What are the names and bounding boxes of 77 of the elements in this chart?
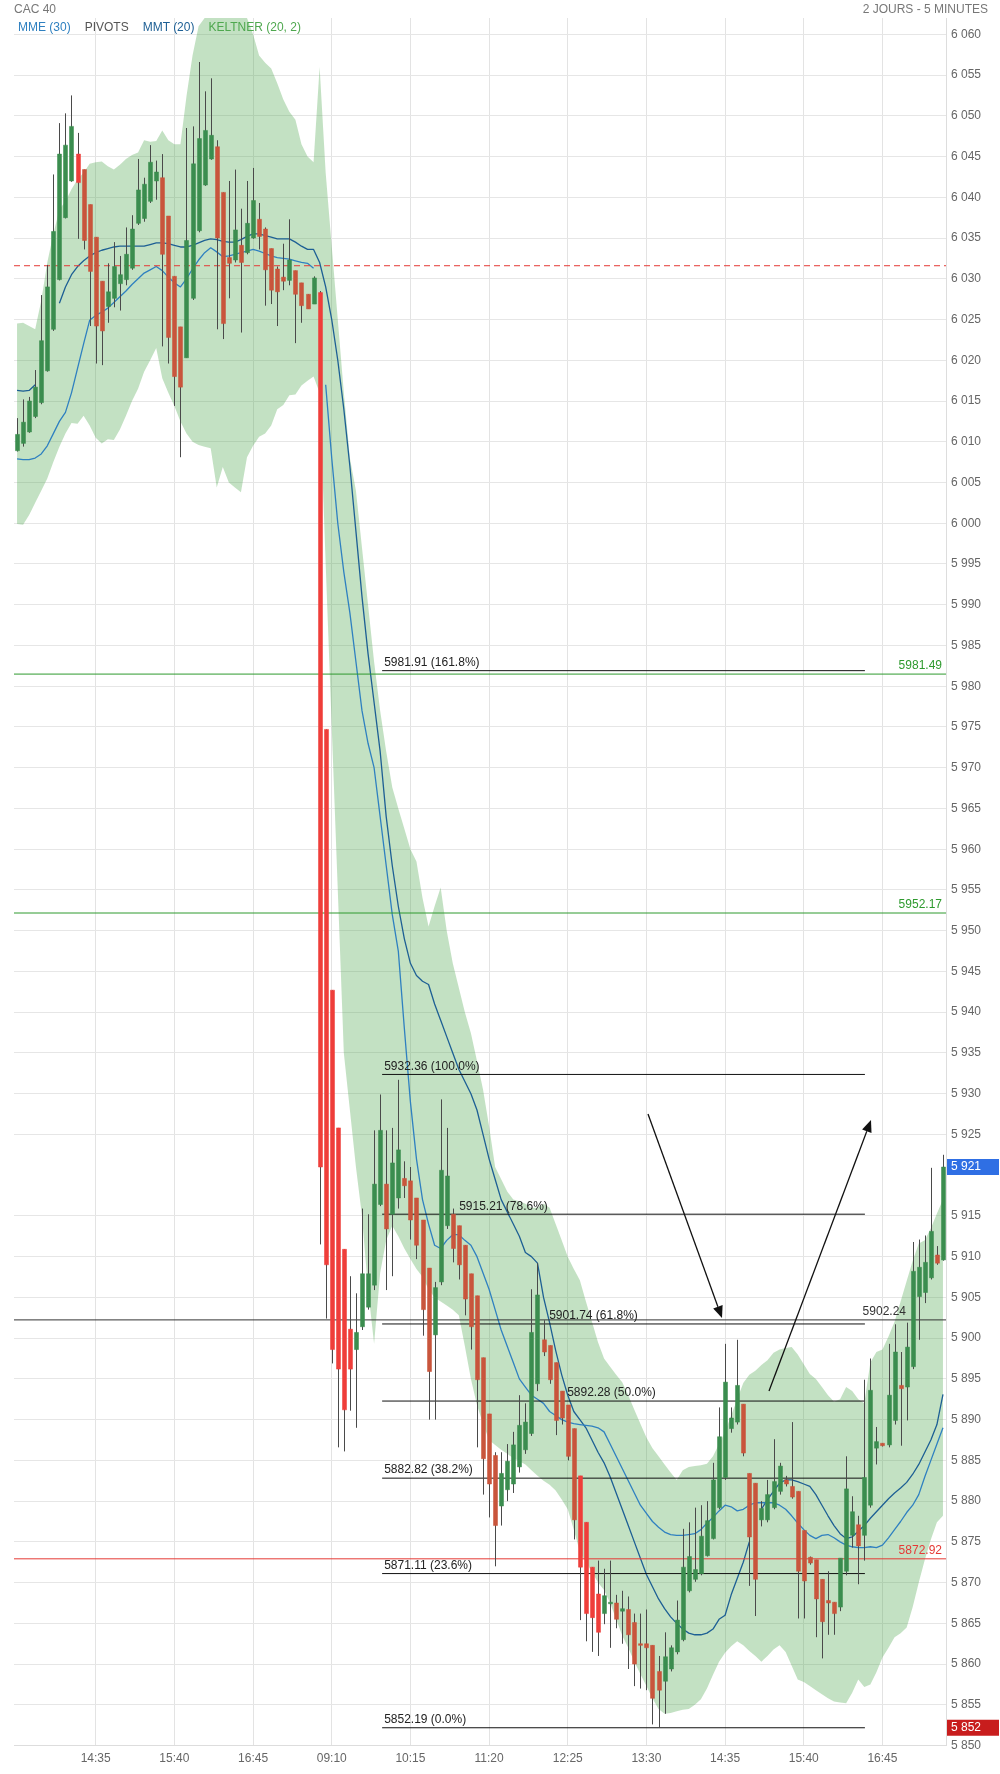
y-tick-label: 6 025 [951, 311, 982, 326]
ref-line-label: 5852.19 (0.0%) [384, 1712, 467, 1727]
y-tick-label: 5 930 [951, 1085, 982, 1100]
y-tick-label: 5 935 [951, 1045, 982, 1060]
x-tick-label: 15:40 [788, 1751, 820, 1766]
ref-line-label: 5952.17 [898, 897, 943, 912]
x-tick-label: 13:30 [631, 1751, 662, 1766]
y-tick-label: 5 940 [951, 1004, 982, 1019]
y-tick-label: 5 895 [951, 1371, 982, 1386]
y-tick-label: 5 850 [951, 1737, 982, 1752]
y-tick-label: 5 885 [951, 1452, 982, 1467]
y-tick-label: 6 050 [951, 108, 982, 123]
x-tick-label: 16:45 [238, 1751, 269, 1766]
y-tick-label: 6 040 [951, 189, 982, 204]
ref-line-label: 5872.92 [898, 1543, 943, 1558]
y-tick-label: 6 045 [951, 148, 982, 163]
text: MMT (20) [142, 20, 195, 34]
ref-line-label: 5981.91 (161.8%) [384, 654, 480, 669]
y-tick-label: 5 905 [951, 1289, 982, 1304]
x-tick-label: 12:25 [552, 1751, 584, 1766]
candlestick [620, 1590, 625, 1645]
y-tick-label: 5 900 [951, 1330, 982, 1345]
y-tick-label: 5 921 [951, 1159, 982, 1174]
annotation: PIVOTS [84, 20, 129, 34]
y-tick-label: 5 910 [951, 1248, 982, 1263]
candlestick [899, 1351, 904, 1447]
y-tick-label: 6 015 [951, 393, 982, 408]
chart-subtitle: 2 JOURS - 5 MINUTES [862, 2, 988, 16]
chart-title: CAC 40 [14, 2, 57, 16]
y-tick-label: 6 030 [951, 271, 982, 286]
y-tick-label: 5 955 [951, 882, 982, 897]
y-tick-label: 5 960 [951, 841, 982, 856]
ref-line-label: 5892.28 (50.0%) [567, 1385, 656, 1400]
y-tick-label: 5 915 [951, 1208, 982, 1223]
y-tick-label: 5 870 [951, 1574, 982, 1589]
x-tick-label: 11:20 [474, 1751, 504, 1766]
y-tick-label: 5 855 [951, 1697, 982, 1712]
ref-line-label: 5901.74 (61.8%) [549, 1308, 638, 1323]
y-tick-label: 5 875 [951, 1534, 982, 1549]
y-tick-label: 5 860 [951, 1656, 982, 1671]
x-tick-label: 14:35 [80, 1751, 112, 1766]
y-tick-label: 5 965 [951, 800, 982, 815]
y-tick-label: 6 005 [951, 474, 982, 489]
y-tick-label: 5 852 [951, 1720, 982, 1735]
x-tick-label: 16:45 [867, 1751, 898, 1766]
y-tick-label: 5 880 [951, 1493, 982, 1508]
ref-line-label: 5981.49 [898, 658, 943, 673]
y-tick-label: 6 035 [951, 230, 982, 245]
y-tick-label: 6 000 [951, 515, 982, 530]
y-tick-label: 6 060 [951, 26, 982, 41]
y-tick-label: 5 970 [951, 760, 982, 775]
y-tick-label: 5 890 [951, 1411, 982, 1426]
x-tick-label: 15:40 [159, 1751, 190, 1766]
y-tick-label: 5 945 [951, 963, 982, 978]
candlestick [354, 1292, 359, 1429]
y-tick-label: 5 865 [951, 1615, 982, 1630]
x-tick-label: 14:35 [710, 1751, 741, 1766]
y-tick-label: 5 975 [951, 719, 982, 734]
ref-line-label: 5882.82 (38.2%) [384, 1462, 473, 1477]
y-tick-label: 6 055 [951, 67, 982, 82]
y-tick-label: 6 010 [951, 434, 982, 449]
y-tick-label: 5 950 [951, 923, 982, 938]
y-tick-label: 6 020 [951, 352, 982, 367]
text: MME (30) [18, 20, 71, 34]
legend-label: KELTNER (20, 2) [208, 20, 301, 34]
ref-line-label: 5871.11 (23.6%) [384, 1557, 472, 1572]
x-tick-label: 10:15 [395, 1751, 426, 1766]
y-tick-label: 5 985 [951, 637, 982, 652]
ref-line-label: 5915.21 (78.6%) [459, 1198, 548, 1213]
ref-line-label: 5902.24 [862, 1304, 907, 1319]
y-tick-label: 5 995 [951, 556, 982, 571]
x-tick-label: 09:10 [316, 1751, 348, 1766]
candlestick [239, 208, 244, 334]
y-tick-label: 5 980 [951, 678, 982, 693]
candlestick [657, 1655, 662, 1729]
y-tick-label: 5 925 [951, 1126, 982, 1141]
y-tick-label: 5 990 [951, 597, 982, 612]
